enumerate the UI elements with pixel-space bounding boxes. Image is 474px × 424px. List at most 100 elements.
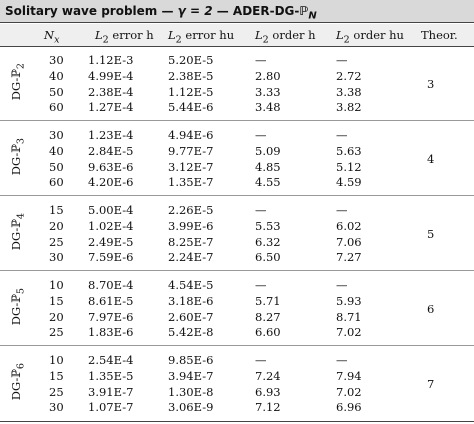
- cell-l2-order-h: 5.71: [255, 293, 281, 308]
- cell-nx: 30: [49, 128, 64, 142]
- cell-l2-error-h: 8.61E-5: [88, 293, 134, 308]
- cell-nx: 25: [49, 384, 64, 399]
- cell-l2-order-hu: 5.93: [336, 293, 362, 308]
- cell-l2-error-hu: 2.26E-5: [168, 203, 214, 217]
- cell-l2-order-hu: —: [336, 53, 348, 67]
- bottom-rule: [0, 421, 474, 422]
- cell-l2-error-h: 2.84E-5: [88, 143, 134, 158]
- cell-nx: 40: [49, 143, 64, 158]
- cell-l2-order-hu: 7.02: [336, 384, 362, 399]
- cell-l2-order-hu: 3.82: [336, 100, 362, 115]
- header-band: [0, 24, 474, 46]
- cell-l2-order-hu: 6.02: [336, 218, 362, 233]
- cell-l2-error-h: 3.91E-7: [88, 384, 134, 399]
- group-rule: [0, 270, 474, 271]
- cell-l2-order-hu: 3.38: [336, 84, 362, 99]
- cell-nx: 25: [49, 234, 64, 249]
- cell-l2-order-h: 8.27: [255, 309, 281, 324]
- cell-l2-error-h: 1.07E-7: [88, 400, 134, 415]
- table-title: Solitary wave problem — γ = 2 — ADER-DG-…: [5, 4, 317, 22]
- cell-l2-error-hu: 3.06E-9: [168, 400, 214, 415]
- cell-l2-order-h: —: [255, 203, 267, 217]
- cell-nx: 20: [49, 218, 64, 233]
- cell-l2-error-hu: 3.18E-6: [168, 293, 214, 308]
- top-rule: [0, 22, 474, 23]
- cell-l2-error-h: 2.54E-4: [88, 353, 134, 367]
- cell-l2-order-hu: 7.02: [336, 325, 362, 340]
- cell-l2-order-h: 5.53: [255, 218, 281, 233]
- cell-l2-error-hu: 4.54E-5: [168, 278, 214, 292]
- cell-l2-error-h: 4.20E-6: [88, 175, 134, 190]
- header-nx: Nx: [44, 28, 60, 46]
- cell-l2-order-hu: 8.71: [336, 309, 362, 324]
- cell-l2-order-h: 2.80: [255, 68, 281, 83]
- cell-l2-order-hu: 5.12: [336, 159, 362, 174]
- cell-l2-error-h: 9.63E-6: [88, 159, 134, 174]
- header-theor: Theor.: [421, 28, 458, 42]
- cell-l2-order-h: 3.48: [255, 100, 281, 115]
- cell-l2-error-h: 1.02E-4: [88, 218, 134, 233]
- cell-nx: 15: [49, 203, 64, 217]
- cell-nx: 40: [49, 68, 64, 83]
- cell-l2-order-h: 7.24: [255, 368, 281, 383]
- cell-l2-error-h: 2.49E-5: [88, 234, 134, 249]
- header-l2-order-hu: L2 order hu: [336, 28, 404, 46]
- cell-l2-order-h: 7.12: [255, 400, 281, 415]
- theoretical-order: 6: [427, 301, 435, 316]
- cell-l2-order-hu: 2.72: [336, 68, 362, 83]
- cell-nx: 30: [49, 250, 64, 265]
- cell-nx: 60: [49, 100, 64, 115]
- cell-l2-error-h: 8.70E-4: [88, 278, 134, 292]
- cell-l2-order-h: —: [255, 278, 267, 292]
- cell-l2-error-hu: 5.44E-6: [168, 100, 214, 115]
- cell-nx: 25: [49, 325, 64, 340]
- cell-l2-error-h: 1.27E-4: [88, 100, 134, 115]
- cell-l2-error-hu: 3.99E-6: [168, 218, 214, 233]
- cell-l2-error-hu: 2.38E-5: [168, 68, 214, 83]
- theoretical-order: 3: [427, 76, 435, 91]
- group-label: DG-ℙ6: [9, 362, 27, 401]
- cell-l2-error-h: 4.99E-4: [88, 68, 134, 83]
- cell-l2-order-h: —: [255, 353, 267, 367]
- cell-l2-order-hu: —: [336, 203, 348, 217]
- theoretical-order: 5: [427, 226, 435, 241]
- cell-l2-error-hu: 3.94E-7: [168, 368, 214, 383]
- cell-l2-error-hu: 2.24E-7: [168, 250, 214, 265]
- group-label: DG-ℙ5: [9, 287, 27, 326]
- cell-nx: 10: [49, 353, 64, 367]
- cell-l2-order-hu: 7.94: [336, 368, 362, 383]
- cell-l2-order-hu: 7.27: [336, 250, 362, 265]
- cell-l2-error-hu: 8.25E-7: [168, 234, 214, 249]
- cell-l2-error-hu: 9.85E-6: [168, 353, 214, 367]
- cell-l2-error-h: 7.59E-6: [88, 250, 134, 265]
- header-l2-error-hu: L2 error hu: [168, 28, 235, 46]
- cell-nx: 50: [49, 84, 64, 99]
- cell-l2-error-hu: 9.77E-7: [168, 143, 214, 158]
- cell-l2-error-h: 2.38E-4: [88, 84, 134, 99]
- cell-l2-order-hu: 6.96: [336, 400, 362, 415]
- cell-l2-order-hu: —: [336, 128, 348, 142]
- group-label: DG-ℙ4: [9, 212, 27, 251]
- theoretical-order: 4: [427, 151, 435, 166]
- cell-l2-error-hu: 1.35E-7: [168, 175, 214, 190]
- cell-l2-order-h: 6.32: [255, 234, 281, 249]
- cell-nx: 15: [49, 368, 64, 383]
- cell-l2-order-hu: —: [336, 353, 348, 367]
- cell-l2-error-h: 1.12E-3: [88, 53, 134, 67]
- cell-l2-error-h: 1.83E-6: [88, 325, 134, 340]
- cell-l2-order-h: —: [255, 128, 267, 142]
- cell-l2-error-hu: 3.12E-7: [168, 159, 214, 174]
- group-label: DG-ℙ2: [9, 62, 27, 101]
- group-rule: [0, 195, 474, 196]
- cell-nx: 30: [49, 400, 64, 415]
- cell-l2-error-h: 1.35E-5: [88, 368, 134, 383]
- header-l2-order-h: L2 order h: [255, 28, 316, 46]
- cell-l2-order-h: 5.09: [255, 143, 281, 158]
- cell-l2-order-h: 4.55: [255, 175, 281, 190]
- group-label: DG-ℙ3: [9, 137, 27, 176]
- cell-l2-error-hu: 1.30E-8: [168, 384, 214, 399]
- cell-nx: 50: [49, 159, 64, 174]
- cell-l2-order-h: 6.50: [255, 250, 281, 265]
- cell-l2-error-hu: 5.42E-8: [168, 325, 214, 340]
- cell-l2-error-hu: 1.12E-5: [168, 84, 214, 99]
